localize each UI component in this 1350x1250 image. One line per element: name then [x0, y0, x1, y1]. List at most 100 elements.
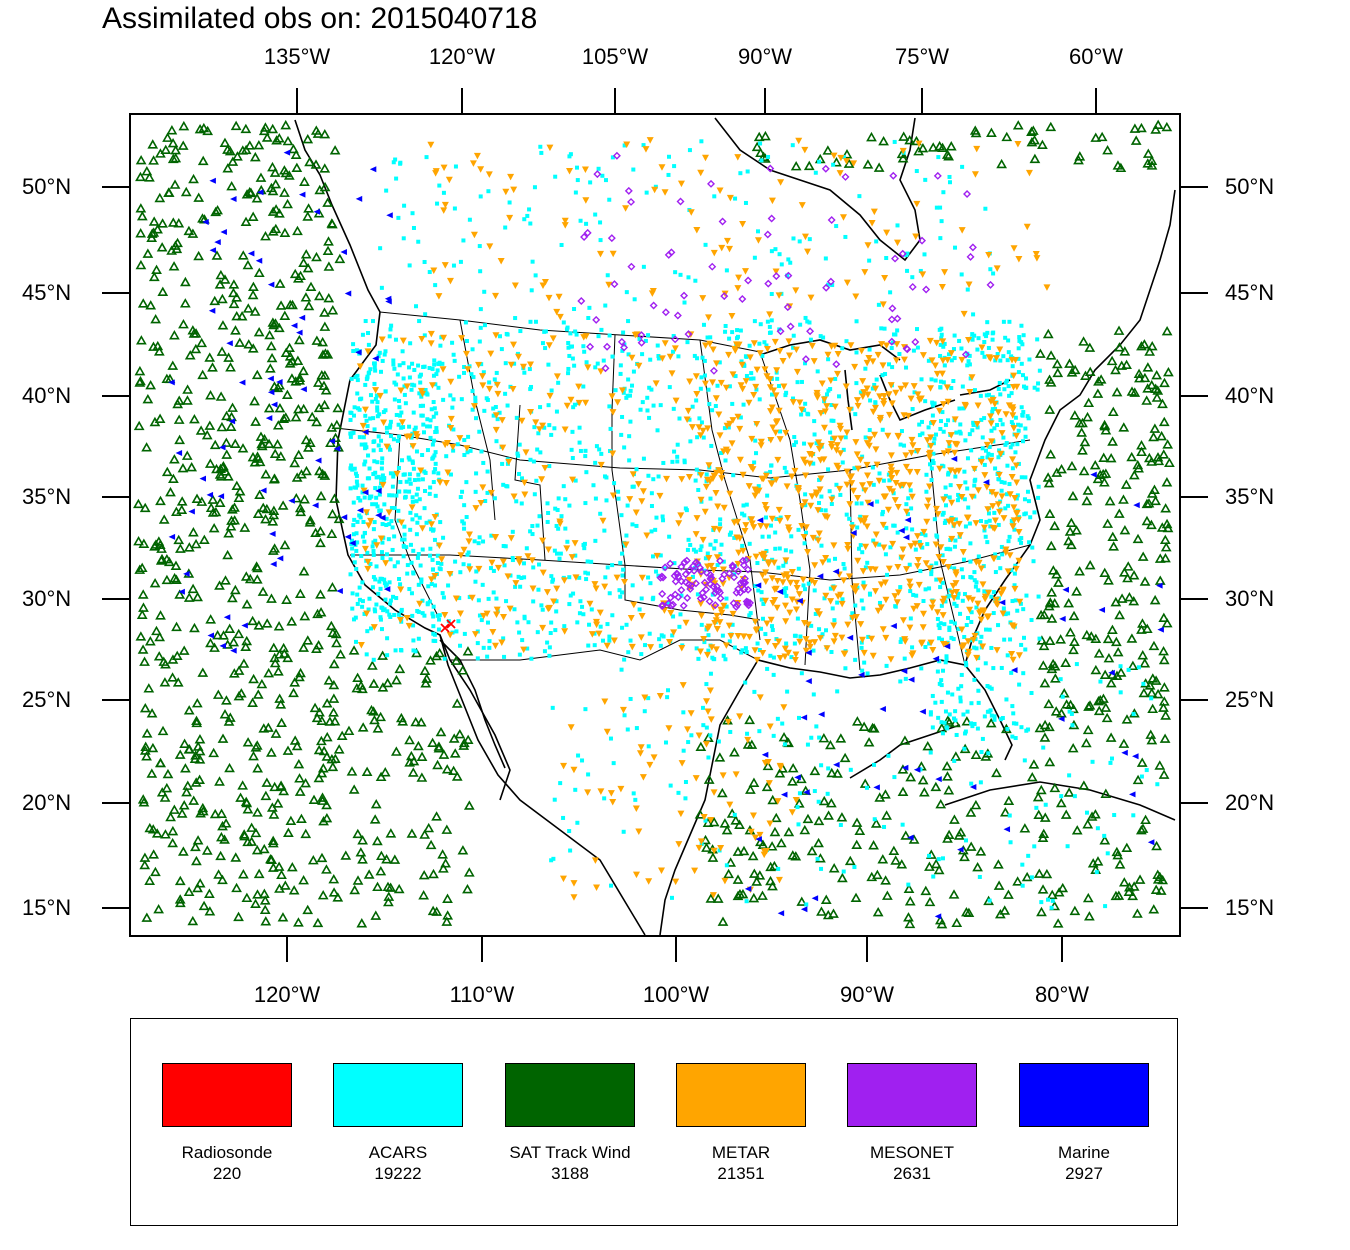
metar-marker — [641, 694, 649, 701]
acars-marker — [667, 385, 672, 390]
acars-marker — [577, 425, 582, 430]
sat-track-wind-marker — [217, 293, 228, 304]
sat-track-wind-marker — [172, 677, 184, 687]
sat-track-wind-marker — [818, 733, 830, 743]
acars-marker — [561, 815, 566, 820]
metar-marker — [944, 398, 952, 406]
acars-marker — [855, 525, 860, 530]
acars-marker — [985, 330, 990, 335]
metar-marker — [839, 214, 847, 221]
acars-marker — [536, 587, 541, 592]
acars-marker — [910, 645, 915, 650]
mesonet-marker — [637, 338, 646, 347]
acars-marker — [986, 345, 991, 350]
metar-marker — [637, 634, 645, 641]
sat-track-wind-marker — [178, 319, 189, 329]
acars-marker — [1108, 760, 1113, 765]
acars-marker — [407, 375, 412, 380]
sat-track-wind-marker — [1138, 687, 1150, 698]
acars-marker — [364, 445, 369, 450]
acars-marker — [858, 390, 863, 395]
acars-marker — [855, 585, 860, 590]
acars-marker — [1022, 497, 1027, 502]
sat-track-wind-marker — [357, 683, 368, 694]
sat-track-wind-marker — [707, 852, 719, 862]
metar-marker — [830, 585, 838, 592]
metar-marker — [947, 350, 955, 357]
sat-track-wind-marker — [431, 906, 443, 916]
acars-marker — [410, 517, 415, 522]
sat-track-wind-marker — [1044, 508, 1056, 518]
metar-marker — [838, 600, 846, 608]
acars-marker — [571, 591, 576, 596]
sat-track-wind-marker — [1079, 436, 1091, 447]
acars-marker — [415, 486, 420, 491]
metar-marker — [879, 521, 887, 529]
sat-track-wind-marker — [156, 787, 168, 797]
acars-marker — [840, 346, 845, 351]
acars-marker — [646, 696, 651, 701]
metar-marker — [613, 574, 621, 582]
acars-marker — [984, 393, 989, 398]
acars-marker — [914, 169, 919, 174]
sat-track-wind-marker — [247, 289, 259, 300]
sat-track-wind-marker — [943, 829, 955, 840]
sat-track-wind-marker — [314, 465, 325, 476]
acars-marker — [630, 583, 635, 588]
metar-marker — [582, 333, 590, 340]
sat-track-wind-marker — [370, 910, 382, 920]
acars-marker — [470, 407, 475, 412]
metar-marker — [791, 467, 799, 475]
acars-marker — [959, 346, 964, 351]
acars-marker — [649, 387, 654, 392]
mesonet-marker — [680, 558, 689, 567]
metar-marker — [756, 694, 764, 701]
acars-marker — [491, 590, 496, 595]
sat-track-wind-marker — [177, 140, 189, 150]
sat-track-wind-marker — [278, 648, 290, 658]
sat-track-wind-marker — [317, 763, 329, 773]
acars-marker — [887, 362, 892, 367]
metar-marker — [735, 549, 743, 557]
acars-marker — [654, 569, 659, 574]
acars-marker — [407, 587, 412, 592]
sat-track-wind-marker — [1142, 158, 1154, 168]
sat-track-wind-marker — [259, 433, 270, 444]
acars-marker — [850, 611, 855, 616]
sat-track-wind-marker — [181, 450, 193, 460]
acars-marker — [807, 237, 812, 242]
acars-marker — [384, 430, 389, 435]
sat-track-wind-marker — [135, 171, 146, 182]
acars-marker — [812, 789, 817, 794]
metar-marker — [706, 340, 714, 348]
acars-marker — [517, 630, 522, 635]
metar-marker — [766, 820, 774, 827]
acars-marker — [411, 548, 416, 553]
acars-marker — [598, 238, 603, 243]
metar-marker — [639, 774, 647, 781]
acars-marker — [982, 416, 987, 421]
marine-marker — [950, 455, 958, 462]
marine-marker — [168, 379, 175, 386]
acars-marker — [704, 472, 709, 477]
acars-marker — [834, 482, 839, 487]
sat-track-wind-marker — [139, 656, 150, 666]
sat-track-wind-marker — [310, 125, 322, 135]
acars-marker — [995, 352, 1000, 357]
acars-marker — [425, 448, 430, 453]
metar-marker — [968, 493, 976, 501]
acars-marker — [418, 372, 423, 377]
mesonet-marker — [685, 566, 694, 575]
acars-marker — [773, 546, 778, 551]
acars-marker — [922, 252, 927, 257]
metar-marker — [783, 483, 791, 490]
acars-marker — [760, 353, 765, 358]
acars-marker — [406, 455, 411, 460]
metar-marker — [760, 554, 768, 562]
left-lat-label: 20°N — [22, 790, 72, 815]
sat-track-wind-marker — [767, 880, 778, 891]
sat-track-wind-marker — [904, 896, 916, 906]
acars-marker — [762, 340, 767, 345]
acars-marker — [531, 459, 536, 464]
metar-marker — [775, 876, 783, 884]
